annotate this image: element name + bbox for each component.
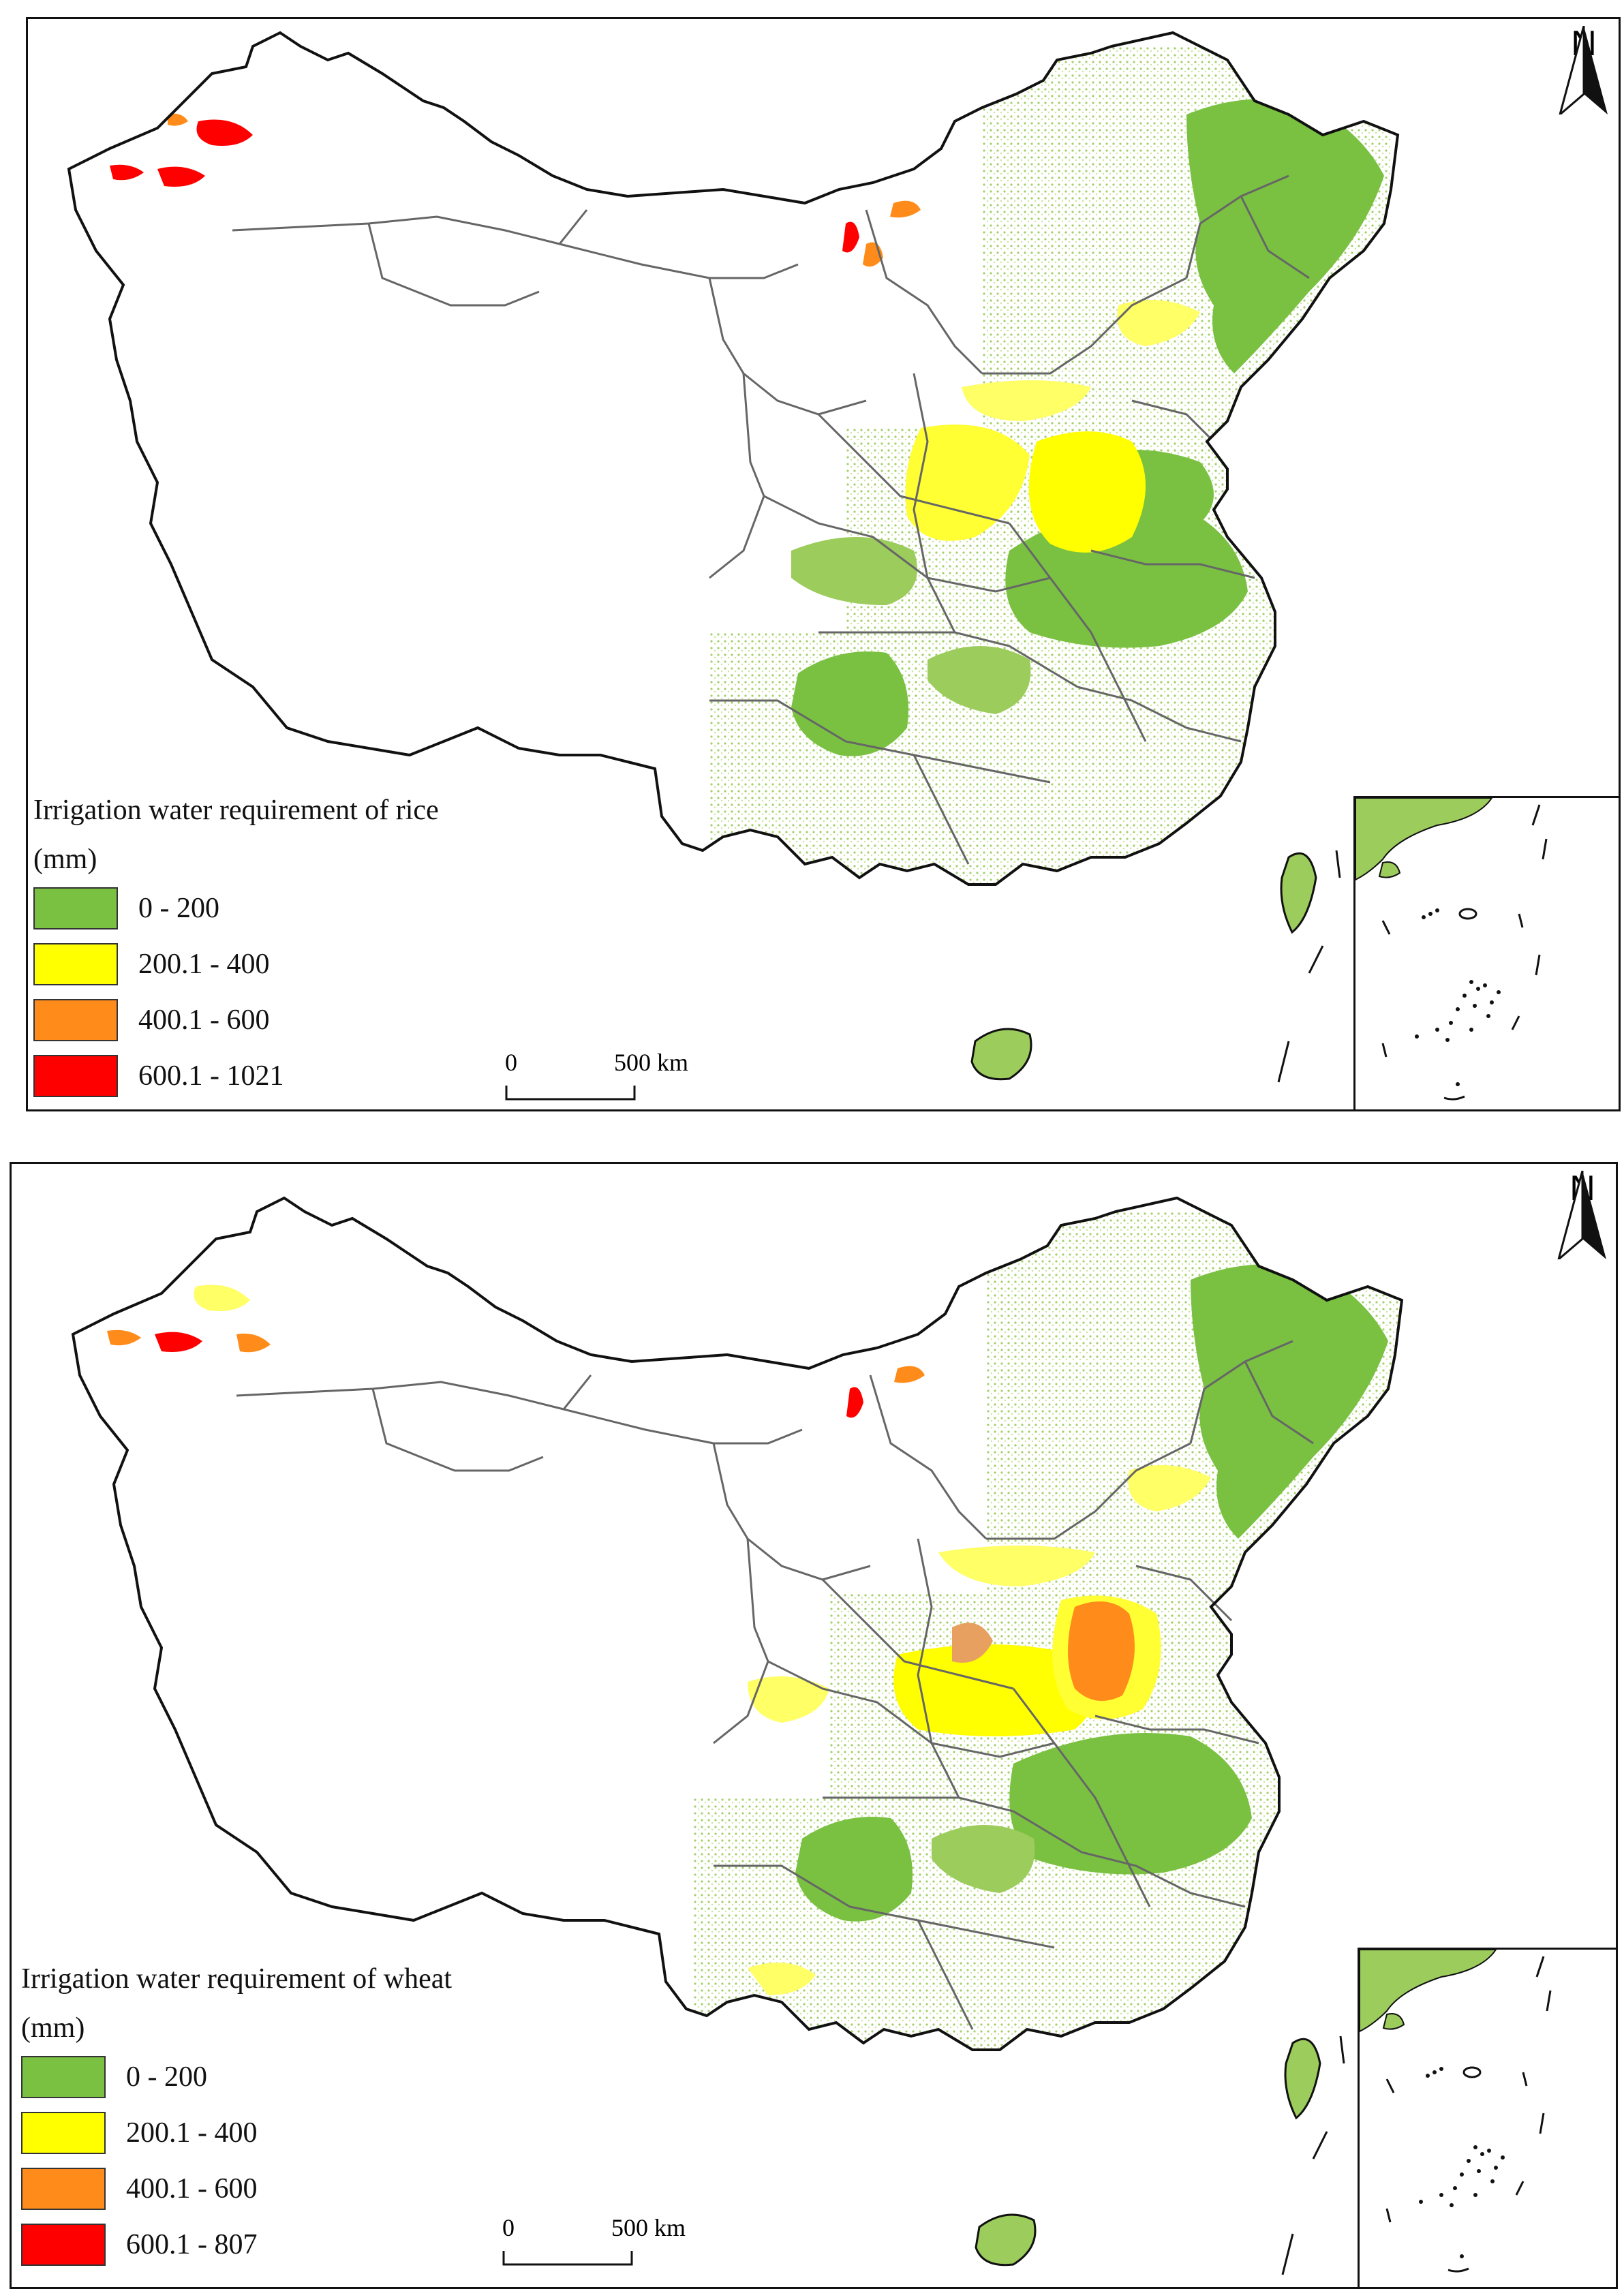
map-panel-rice: Irrigation water requirement of rice (mm… xyxy=(26,17,1621,1111)
map-panel-wheat: Irrigation water requirement of wheat (m… xyxy=(10,1162,1618,2289)
north-arrow-icon xyxy=(1557,1171,1606,1259)
inset-map xyxy=(1360,1950,1552,2273)
legend-item-0-200: 0 - 200 xyxy=(33,887,439,930)
scale-bar-line xyxy=(502,2251,633,2266)
legend-item-200-400: 200.1 - 400 xyxy=(33,943,439,985)
legend-rice: Irrigation water requirement of rice (mm… xyxy=(33,796,439,1097)
hainan-island xyxy=(975,2213,1037,2267)
legend-label: 200.1 - 400 xyxy=(126,2117,258,2149)
scale-length-label: 500 km xyxy=(614,1049,689,1076)
legend-swatch xyxy=(33,999,118,1041)
north-arrow-rice: N xyxy=(1553,26,1614,114)
legend-swatch xyxy=(21,2112,106,2154)
south-china-sea-inset xyxy=(1353,796,1619,1109)
province-boundaries xyxy=(236,1340,1314,2030)
legend-title: Irrigation water requirement of wheat xyxy=(21,1963,453,1995)
legend-label: 400.1 - 600 xyxy=(138,1004,270,1036)
legend-unit: (mm) xyxy=(33,844,97,875)
legend-label: 400.1 - 600 xyxy=(126,2173,258,2204)
inset-map xyxy=(1355,798,1548,1101)
scale-zero-label: 0 xyxy=(505,1049,517,1076)
sea-boundary-dashes xyxy=(1277,850,1341,1083)
legend-label: 600.1 - 1021 xyxy=(138,1060,284,1092)
hainan-island xyxy=(970,1028,1032,1081)
north-arrow-icon xyxy=(1559,26,1608,114)
legend-wheat: Irrigation water requirement of wheat (m… xyxy=(21,1965,452,2266)
legend-swatch xyxy=(21,2056,106,2098)
sea-boundary-dashes xyxy=(1281,2035,1345,2275)
legend-label: 0 - 200 xyxy=(126,2061,207,2093)
north-arrow-wheat: N xyxy=(1552,1171,1613,1259)
scale-bar-wheat: 0 500 km xyxy=(495,2213,686,2275)
scale-bar-rice: 0 500 km xyxy=(498,1048,688,1109)
legend-item-600-max: 600.1 - 807 xyxy=(21,2224,452,2266)
legend-unit: (mm) xyxy=(21,2012,85,2044)
legend-swatch xyxy=(33,1055,118,1097)
legend-label: 200.1 - 400 xyxy=(138,949,270,980)
south-china-sea-inset xyxy=(1358,1948,1616,2287)
legend-label: 0 - 200 xyxy=(138,893,219,924)
legend-item-0-200: 0 - 200 xyxy=(21,2056,452,2098)
legend-swatch xyxy=(33,887,118,930)
scale-zero-label: 0 xyxy=(502,2214,515,2241)
scale-bar-line xyxy=(505,1086,636,1101)
taiwan-island xyxy=(1280,852,1317,934)
legend-item-400-600: 400.1 - 600 xyxy=(33,999,439,1041)
province-boundaries xyxy=(232,174,1310,865)
legend-item-200-400: 200.1 - 400 xyxy=(21,2112,452,2154)
legend-swatch xyxy=(33,943,118,985)
china-map-rice xyxy=(67,31,1399,1083)
legend-title: Irrigation water requirement of rice xyxy=(33,795,439,826)
legend-label: 600.1 - 807 xyxy=(126,2229,258,2260)
legend-item-400-600: 400.1 - 600 xyxy=(21,2168,452,2210)
legend-swatch xyxy=(21,2224,106,2266)
legend-item-600-max: 600.1 - 1021 xyxy=(33,1055,439,1097)
taiwan-island xyxy=(1284,2038,1321,2120)
china-map-wheat xyxy=(72,1197,1403,2275)
scale-length-label: 500 km xyxy=(611,2214,686,2241)
legend-swatch xyxy=(21,2168,106,2210)
